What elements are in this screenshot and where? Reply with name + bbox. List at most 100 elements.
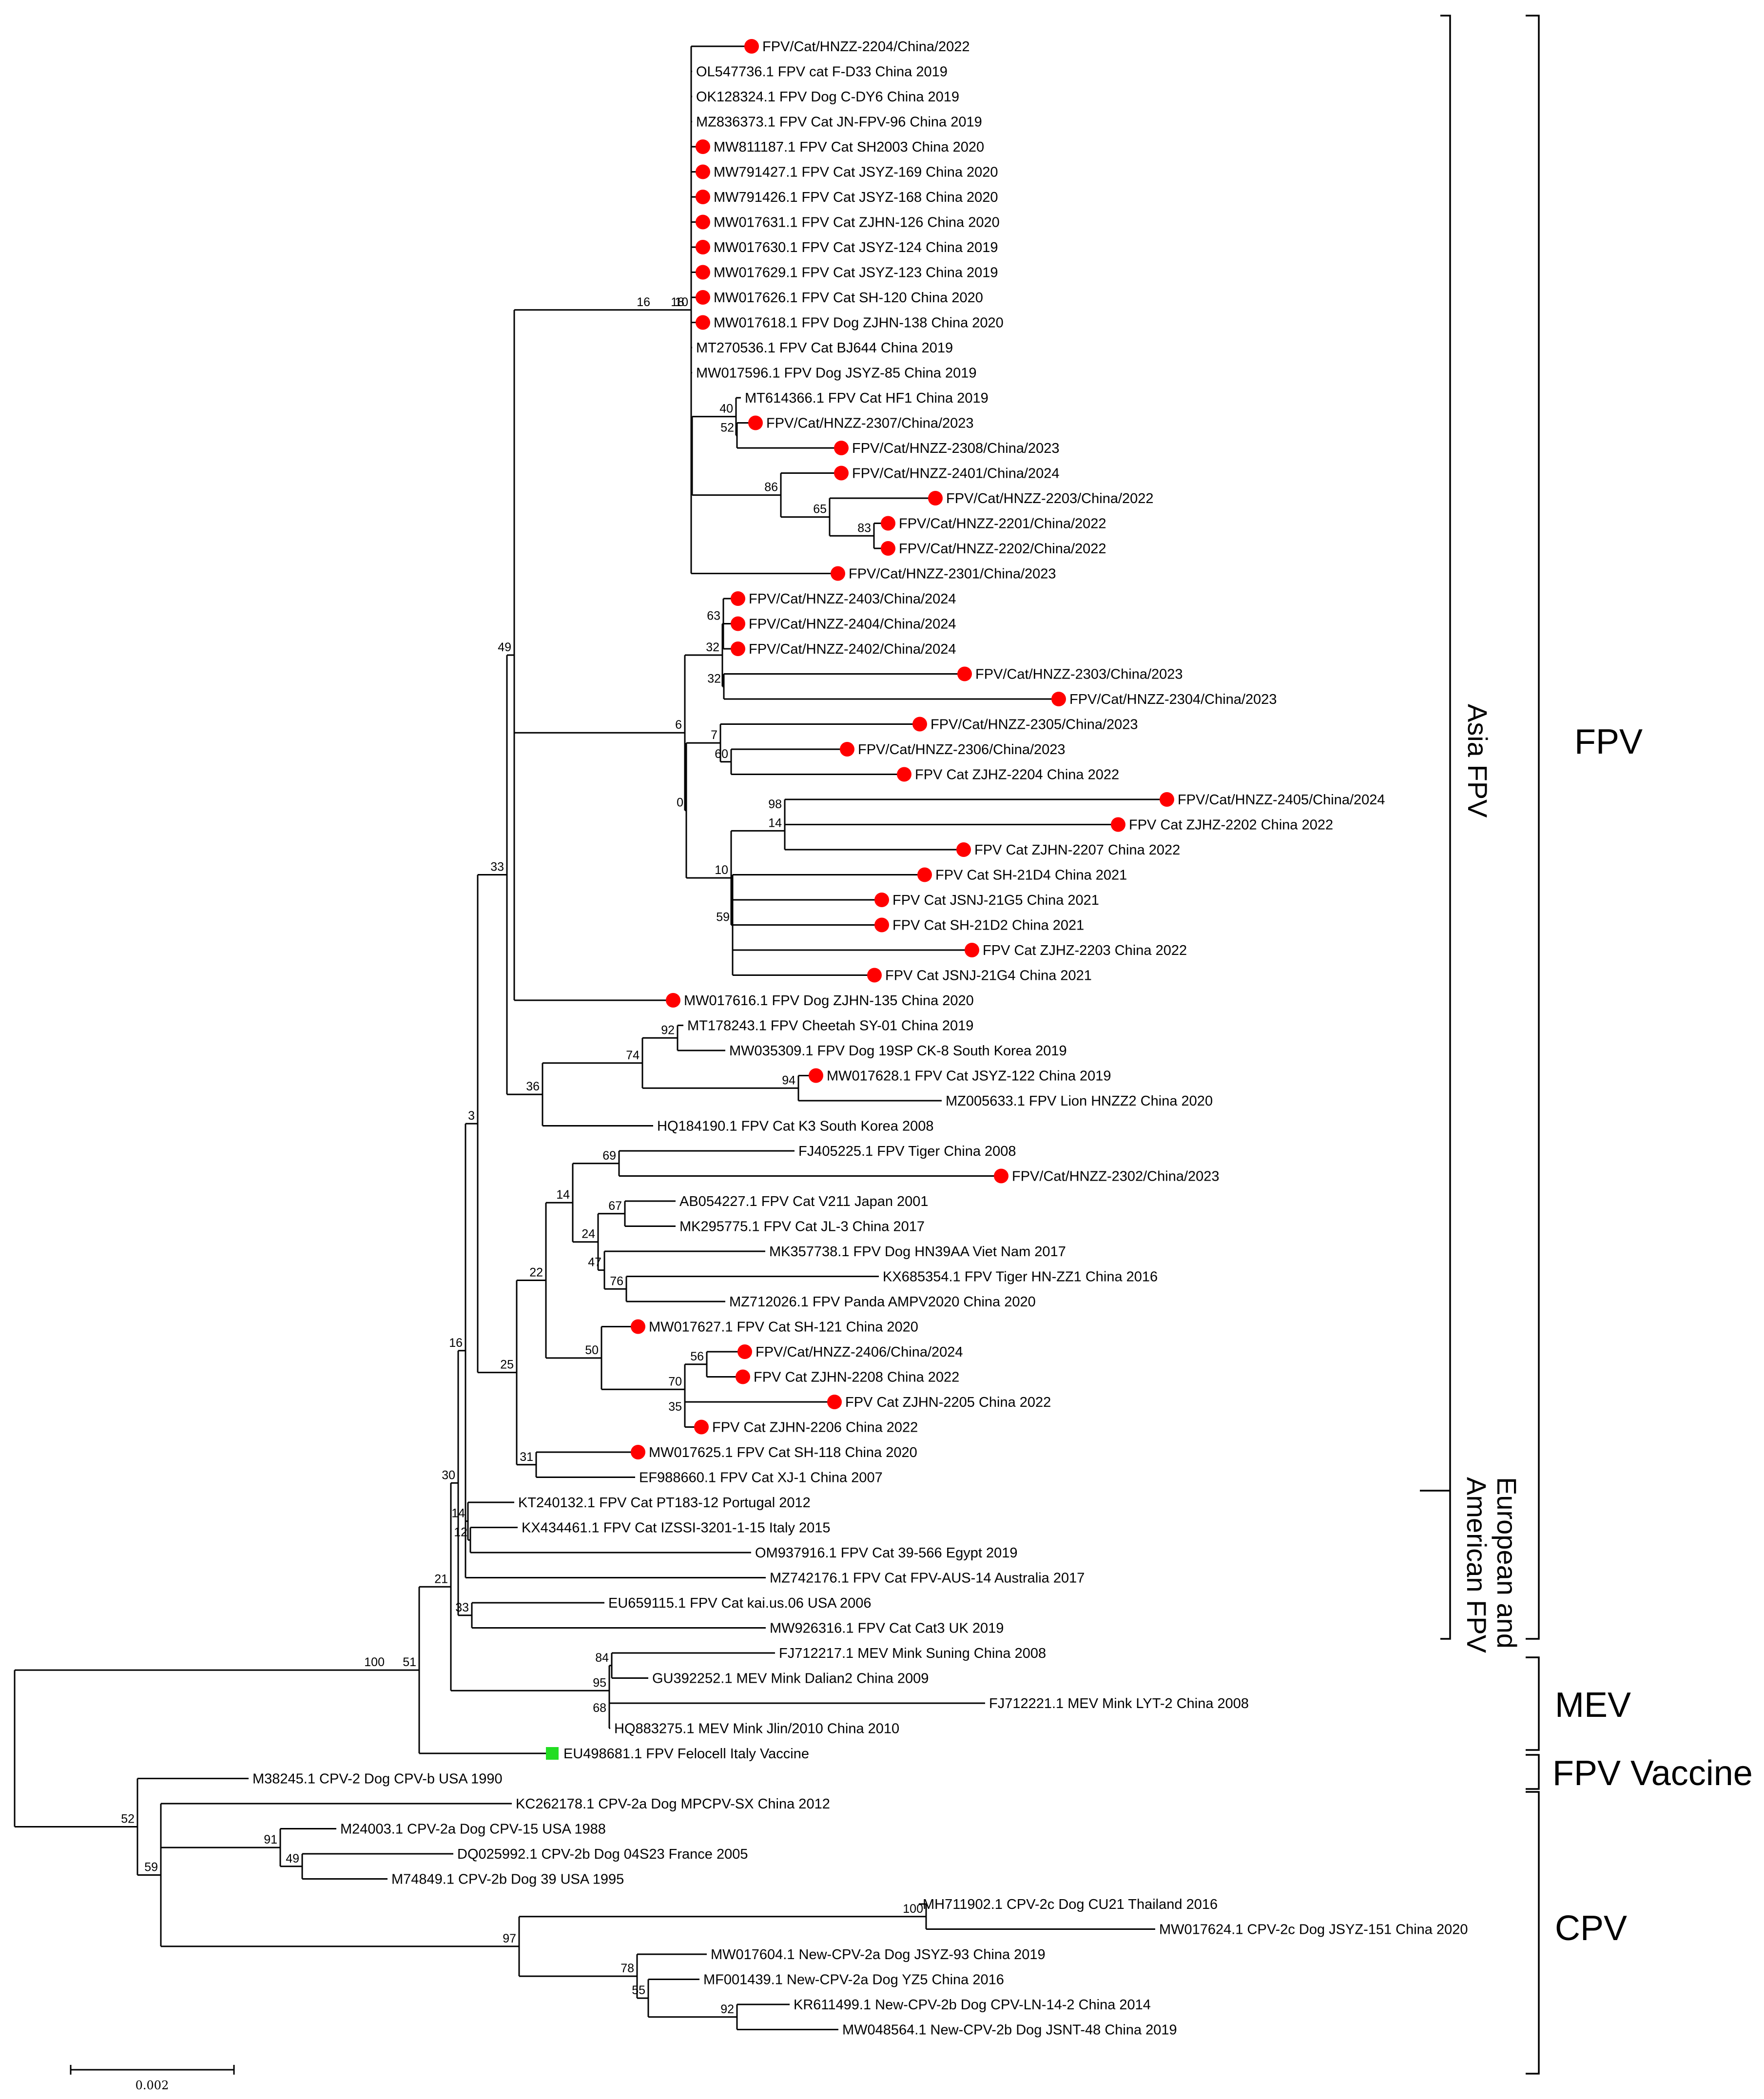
- red-circle-marker: [744, 39, 759, 54]
- bootstrap-value: 35: [668, 1400, 682, 1414]
- red-circle-marker: [1160, 792, 1174, 807]
- red-circle-marker: [874, 893, 889, 907]
- red-circle-marker: [827, 1395, 842, 1409]
- taxon-label: FPV/Cat/HNZZ-2406/China/2024: [756, 1344, 963, 1360]
- leaf-markers: [546, 39, 1174, 1760]
- bracket-asia-fpv: [1440, 15, 1451, 1491]
- red-circle-marker: [748, 415, 763, 430]
- red-circle-marker: [731, 591, 745, 606]
- taxon-label: FPV Cat ZJHN-2207 China 2022: [974, 842, 1180, 858]
- taxon-label: MW791426.1 FPV Cat JSYZ-168 China 2020: [714, 190, 998, 205]
- taxon-label: FPV Cat ZJHN-2206 China 2022: [712, 1420, 918, 1436]
- bootstrap-value: 32: [707, 672, 721, 685]
- bootstrap-value: 22: [529, 1266, 543, 1280]
- green-square-marker: [546, 1747, 559, 1760]
- taxon-label: FPV Cat ZJHZ-2202 China 2022: [1129, 817, 1333, 833]
- bootstrap-value: 52: [720, 421, 734, 434]
- taxon-label: M38245.1 CPV-2 Dog CPV-b USA 1990: [252, 1771, 503, 1787]
- red-circle-marker: [731, 641, 745, 656]
- bootstrap-value: 95: [593, 1676, 606, 1690]
- clade-label-asia-fpv: Asia FPV: [1462, 704, 1493, 818]
- red-circle-marker: [928, 491, 943, 505]
- clade-label-fpv-vaccine: FPV Vaccine: [1552, 1754, 1753, 1793]
- bootstrap-value: 10: [675, 295, 688, 309]
- taxon-label: MW017626.1 FPV Cat SH-120 China 2020: [714, 290, 983, 306]
- taxon-label: FPV/Cat/HNZZ-2305/China/2023: [930, 717, 1138, 733]
- taxon-label: FJ712221.1 MEV Mink LYT-2 China 2008: [989, 1696, 1249, 1711]
- bootstrap-value: 14: [556, 1188, 570, 1202]
- bootstrap-value: 16: [637, 295, 650, 309]
- red-circle-marker: [696, 315, 710, 330]
- taxon-label: HQ184190.1 FPV Cat K3 South Korea 2008: [657, 1119, 933, 1134]
- taxon-label: MW017629.1 FPV Cat JSYZ-123 China 2019: [714, 265, 998, 281]
- red-circle-marker: [696, 164, 710, 179]
- red-circle-marker: [881, 541, 895, 556]
- bootstrap-value: 91: [264, 1833, 277, 1846]
- taxon-label: AB054227.1 FPV Cat V211 Japan 2001: [679, 1194, 929, 1209]
- bootstrap-value: 7: [711, 728, 717, 742]
- bootstrap-value: 33: [455, 1601, 469, 1614]
- bootstrap-value: 30: [442, 1468, 455, 1482]
- bootstrap-value: 78: [620, 1962, 634, 1975]
- taxon-label: KX434461.1 FPV Cat IZSSI-3201-1-15 Italy…: [522, 1520, 831, 1536]
- taxon-label: KC262178.1 CPV-2a Dog MPCPV-SX China 201…: [516, 1796, 830, 1812]
- taxon-label: FPV/Cat/HNZZ-2202/China/2022: [899, 541, 1106, 557]
- bootstrap-value: 50: [585, 1343, 599, 1357]
- taxon-label: MW035309.1 FPV Dog 19SP CK-8 South Korea…: [729, 1043, 1067, 1059]
- red-circle-marker: [809, 1068, 823, 1083]
- taxon-label: FPV/Cat/HNZZ-2204/China/2022: [762, 39, 970, 55]
- red-circle-marker: [897, 767, 911, 782]
- bootstrap-value: 56: [690, 1350, 704, 1363]
- red-circle-marker: [965, 943, 979, 957]
- red-circle-marker: [994, 1168, 1008, 1184]
- taxon-label: HQ883275.1 MEV Mink Jlin/2010 China 2010: [614, 1721, 899, 1737]
- red-circle-marker: [957, 666, 972, 681]
- taxon-label: EU498681.1 FPV Felocell Italy Vaccine: [563, 1746, 809, 1762]
- bootstrap-value: 59: [144, 1860, 158, 1874]
- taxon-label: MW017628.1 FPV Cat JSYZ-122 China 2019: [827, 1069, 1111, 1084]
- bootstrap-value: 97: [503, 1932, 516, 1945]
- leaf-labels: FPV/Cat/HNZZ-2204/China/2022 OL547736.1 F…: [252, 39, 1468, 2038]
- taxon-label: MZ836373.1 FPV Cat JN-FPV-96 China 2019: [696, 115, 982, 130]
- bootstrap-value: 14: [768, 816, 782, 830]
- taxon-label: FPV/Cat/HNZZ-2303/China/2023: [975, 667, 1183, 682]
- taxon-label: MK295775.1 FPV Cat JL-3 China 2017: [679, 1219, 925, 1235]
- clade-label-mev: MEV: [1555, 1686, 1631, 1725]
- bootstrap-value: 76: [610, 1274, 623, 1288]
- bracket-european-american-fpv: [1420, 1490, 1451, 1640]
- taxon-label: FPV Cat JSNJ-21G4 China 2021: [885, 968, 1092, 984]
- bootstrap-value: 40: [719, 402, 733, 416]
- bracket-mev: [1526, 1656, 1540, 1751]
- bootstrap-value: 0: [677, 796, 683, 810]
- clade-label-cpv: CPV: [1555, 1909, 1627, 1948]
- taxon-label: M74849.1 CPV-2b Dog 39 USA 1995: [391, 1872, 624, 1887]
- bootstrap-value: 92: [661, 1023, 675, 1037]
- taxon-label: EF988660.1 FPV Cat XJ-1 China 2007: [639, 1470, 883, 1486]
- taxon-label: MW048564.1 New-CPV-2b Dog JSNT-48 China …: [842, 2022, 1177, 2038]
- taxon-label: MW017630.1 FPV Cat JSYZ-124 China 2019: [714, 240, 998, 255]
- taxon-label: FPV/Cat/HNZZ-2304/China/2023: [1069, 692, 1277, 707]
- red-circle-marker: [1111, 817, 1125, 832]
- bootstrap-value: 63: [707, 609, 720, 623]
- tree-branches: [14, 45, 1165, 2030]
- bootstrap-value: 49: [498, 641, 511, 654]
- taxon-label: M24003.1 CPV-2a Dog CPV-15 USA 1988: [340, 1822, 606, 1837]
- taxon-label: FPV/Cat/HNZZ-2302/China/2023: [1012, 1169, 1220, 1185]
- scale-bar-label: 0.002: [136, 2079, 169, 2092]
- taxon-label: MW791427.1 FPV Cat JSYZ-169 China 2020: [714, 165, 998, 180]
- red-circle-marker: [831, 566, 845, 581]
- bootstrap-value: 3: [468, 1109, 475, 1123]
- taxon-label: MZ005633.1 FPV Lion HNZZ2 China 2020: [946, 1093, 1213, 1109]
- red-circle-marker: [834, 441, 849, 455]
- bootstrap-value: 10: [715, 863, 728, 877]
- taxon-label: MT178243.1 FPV Cheetah SY-01 China 2019: [687, 1018, 973, 1034]
- bracket-fpv-vaccine: [1526, 1754, 1540, 1790]
- taxon-label: MW017616.1 FPV Dog ZJHN-135 China 2020: [684, 993, 974, 1009]
- taxon-label: FPV Cat SH-21D4 China 2021: [935, 868, 1127, 883]
- taxon-label: MW017631.1 FPV Cat ZJHN-126 China 2020: [714, 215, 1000, 231]
- bootstrap-value: 24: [582, 1227, 595, 1241]
- bootstrap-value: 25: [500, 1358, 514, 1372]
- taxon-label: FPV/Cat/HNZZ-2307/China/2023: [766, 416, 974, 431]
- clade-label-fpv: FPV: [1574, 722, 1643, 761]
